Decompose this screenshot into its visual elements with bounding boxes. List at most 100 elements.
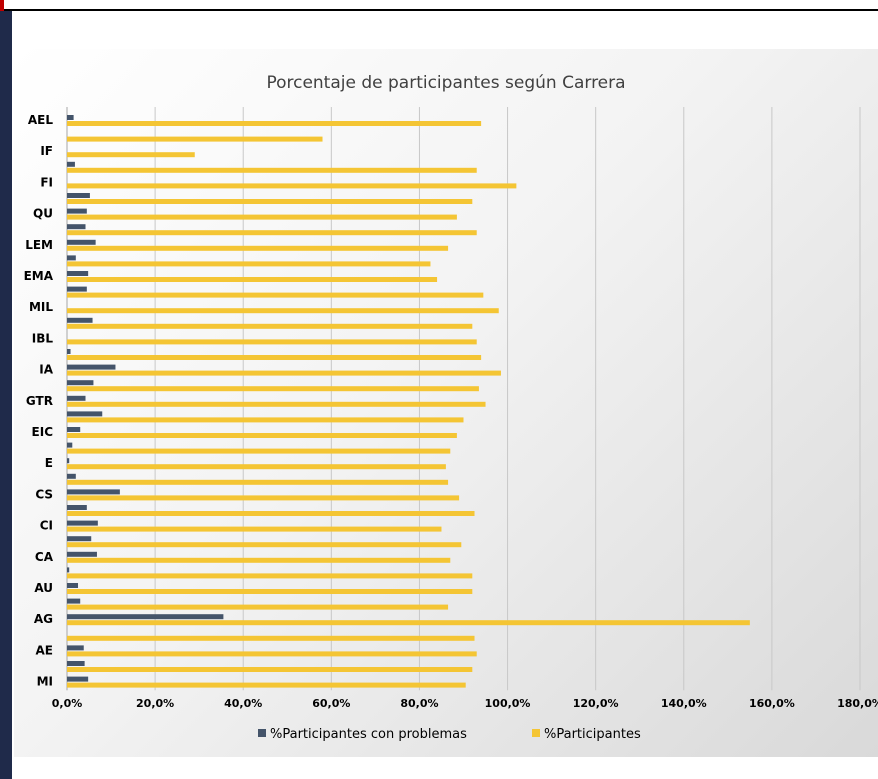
- bar-participants: [67, 370, 501, 376]
- bar-participants: [67, 136, 323, 142]
- bar-problems: [67, 551, 97, 557]
- category-label: MI: [37, 675, 53, 689]
- bar-participants: [67, 557, 451, 563]
- bar-participants: [67, 245, 449, 251]
- bar-participants: [67, 292, 484, 298]
- bar-problems: [67, 583, 79, 588]
- x-tick-label: 20,0%: [136, 697, 174, 710]
- bar-participants: [67, 339, 477, 345]
- x-tick-label: 40,0%: [224, 697, 262, 710]
- chart-area: Porcentaje de participantes según Carrer…: [14, 49, 878, 757]
- bar-problems: [67, 115, 74, 120]
- legend-label-participants: %Participantes: [544, 727, 641, 742]
- bar-problems: [67, 598, 81, 604]
- chart-title: Porcentaje de participantes según Carrer…: [266, 73, 625, 93]
- bar-participants: [67, 448, 451, 454]
- bar-problems: [67, 661, 85, 666]
- category-label: QU: [33, 207, 53, 221]
- category-label: CA: [35, 550, 54, 564]
- x-tick-label: 80,0%: [400, 697, 438, 710]
- bar-participants: [67, 464, 446, 470]
- category-labels: AEL IF FI QU LEM EMA MIL IBL IA GTR EIC E CS CI CA AU AG…: [24, 113, 54, 689]
- category-label: AEL: [28, 113, 53, 127]
- category-label: CI: [40, 519, 53, 533]
- x-tick-label: 140,0%: [661, 697, 707, 710]
- bar-participants: [67, 589, 473, 594]
- bar-participants: [67, 230, 477, 236]
- bar-participants: [67, 308, 499, 314]
- bars: [67, 115, 750, 688]
- bar-participants: [67, 401, 486, 407]
- bar-problems: [67, 411, 103, 417]
- bar-participants: [67, 214, 457, 220]
- bar-participants: [67, 167, 477, 173]
- legend-swatch-participants: [532, 729, 540, 737]
- bar-participants: [67, 261, 431, 267]
- bar-problems: [67, 614, 224, 620]
- category-label: E: [45, 456, 53, 470]
- bar-participants: [67, 417, 464, 423]
- category-label: LEM: [25, 238, 53, 252]
- bar-participants: [67, 183, 517, 189]
- bar-participants: [67, 199, 473, 204]
- bar-participants: [67, 323, 473, 329]
- bar-problems: [67, 271, 89, 276]
- bar-problems: [67, 520, 98, 526]
- legend: %Participantes con problemas %Participan…: [258, 727, 641, 742]
- bar-problems: [67, 395, 86, 401]
- legend-swatch-problems: [258, 729, 266, 737]
- bar-problems: [67, 473, 76, 479]
- bar-participants: [67, 355, 482, 360]
- category-label: AG: [34, 612, 53, 626]
- category-label: CS: [35, 487, 53, 501]
- category-label: EIC: [32, 425, 54, 439]
- bar-problems: [67, 239, 96, 245]
- x-tick-label: 120,0%: [573, 697, 619, 710]
- bar-problems: [67, 676, 89, 682]
- bar-participants: [67, 635, 475, 641]
- bar-problems: [67, 364, 116, 370]
- bar-participants: [67, 542, 462, 548]
- bar-problems: [67, 317, 93, 323]
- bar-problems: [67, 224, 86, 230]
- legend-label-problems: %Participantes con problemas: [270, 727, 467, 742]
- bar-participants: [67, 667, 473, 672]
- bar-problems: [67, 442, 73, 448]
- bar-problems: [67, 645, 84, 651]
- category-label: EMA: [24, 269, 54, 283]
- category-label: IF: [40, 144, 53, 158]
- bar-participants: [67, 511, 475, 516]
- category-label: AE: [36, 643, 53, 657]
- category-label: AU: [34, 581, 53, 595]
- bar-participants: [67, 651, 477, 657]
- bar-participants: [67, 620, 750, 626]
- bar-participants: [67, 495, 460, 501]
- x-tick-label: 60,0%: [312, 697, 350, 710]
- bar-problems: [67, 380, 94, 386]
- bar-participants: [67, 604, 449, 610]
- bar-problems: [67, 193, 90, 198]
- bar-problems: [67, 505, 87, 510]
- x-tick-label: 0,0%: [52, 697, 83, 710]
- x-tick-labels: 0,0% 20,0% 40,0% 60,0% 80,0% 100,0% 120,0% 140,…: [52, 697, 878, 710]
- side-stripe: [0, 11, 12, 779]
- bar-chart: Porcentaje de participantes según Carrer…: [24, 73, 878, 742]
- bar-problems: [67, 427, 81, 432]
- bar-participants: [67, 433, 457, 438]
- bar-problems: [67, 208, 87, 214]
- category-label: IBL: [32, 331, 54, 345]
- category-label: MIL: [29, 300, 53, 314]
- x-tick-label: 160,0%: [749, 697, 795, 710]
- bar-participants: [67, 121, 482, 126]
- bar-problems: [67, 349, 71, 354]
- bar-problems: [67, 161, 75, 167]
- bar-participants: [67, 152, 195, 158]
- gridlines: [66, 107, 861, 691]
- bar-participants: [67, 277, 438, 282]
- bar-problems: [67, 536, 92, 542]
- category-label: FI: [40, 175, 53, 189]
- category-label: GTR: [26, 394, 53, 408]
- category-label: IA: [39, 363, 53, 377]
- red-tab-accent: [0, 0, 4, 12]
- bar-participants: [67, 479, 449, 485]
